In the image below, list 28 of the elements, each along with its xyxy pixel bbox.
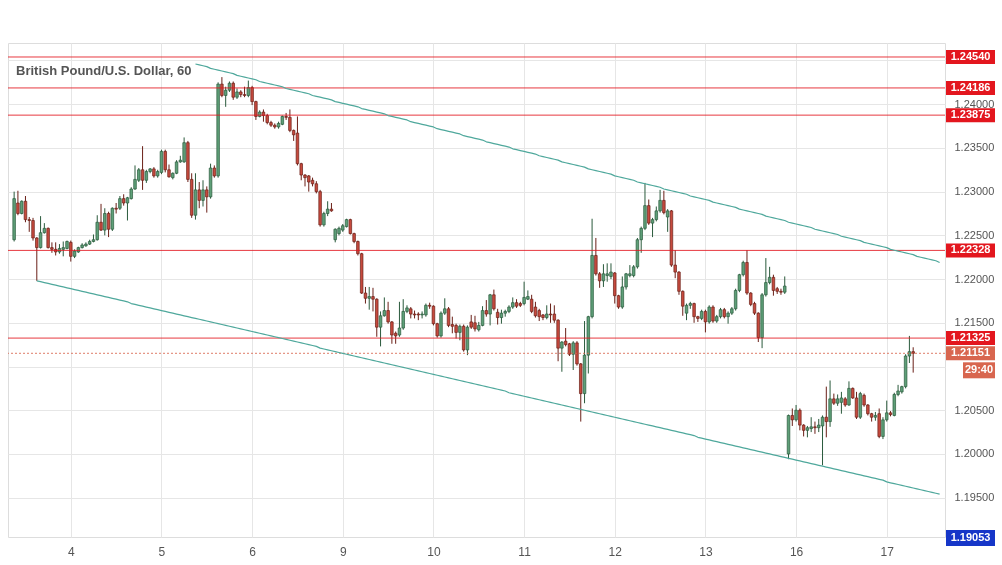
x-tick-label: 12 (608, 544, 623, 559)
text: British Pound/U.S. Dollar, 60 (16, 63, 192, 78)
ref-line-label: 1.24186 (950, 80, 991, 93)
x-tick-label: 11 (518, 544, 532, 559)
x-tick-label: 17 (880, 544, 895, 559)
y-tick-label: 1.21500 (954, 316, 995, 329)
text: 1.19053 (950, 531, 991, 543)
ref-line-label: 1.23875 (950, 108, 991, 121)
y-tick-label: 1.20500 (954, 403, 995, 416)
y-tick-label: 1.19500 (954, 491, 995, 504)
x-tick-label: 5 (158, 544, 166, 559)
ref-line-label: 1.21151 (950, 346, 991, 359)
ref-line-label: 1.21325 (950, 331, 991, 344)
y-tick-label: 1.24000 (954, 97, 995, 110)
text: 29:40 (964, 363, 994, 376)
x-tick-label: 6 (249, 544, 257, 559)
ref-line-label: 1.22328 (950, 243, 991, 256)
ref-line-label: 1.24540 (950, 49, 991, 62)
y-tick-label: 1.22000 (954, 272, 995, 285)
x-tick-label: 9 (339, 544, 347, 559)
x-tick-label: 10 (427, 544, 441, 559)
x-tick-label: 16 (789, 544, 804, 559)
x-tick-label: 13 (699, 544, 713, 559)
y-tick-label: 1.20000 (954, 447, 995, 460)
y-tick-label: 1.22500 (954, 228, 995, 241)
y-tick-label: 1.23500 (954, 141, 995, 154)
y-tick-label: 1.23000 (954, 185, 995, 198)
x-tick-label: 4 (67, 544, 75, 559)
